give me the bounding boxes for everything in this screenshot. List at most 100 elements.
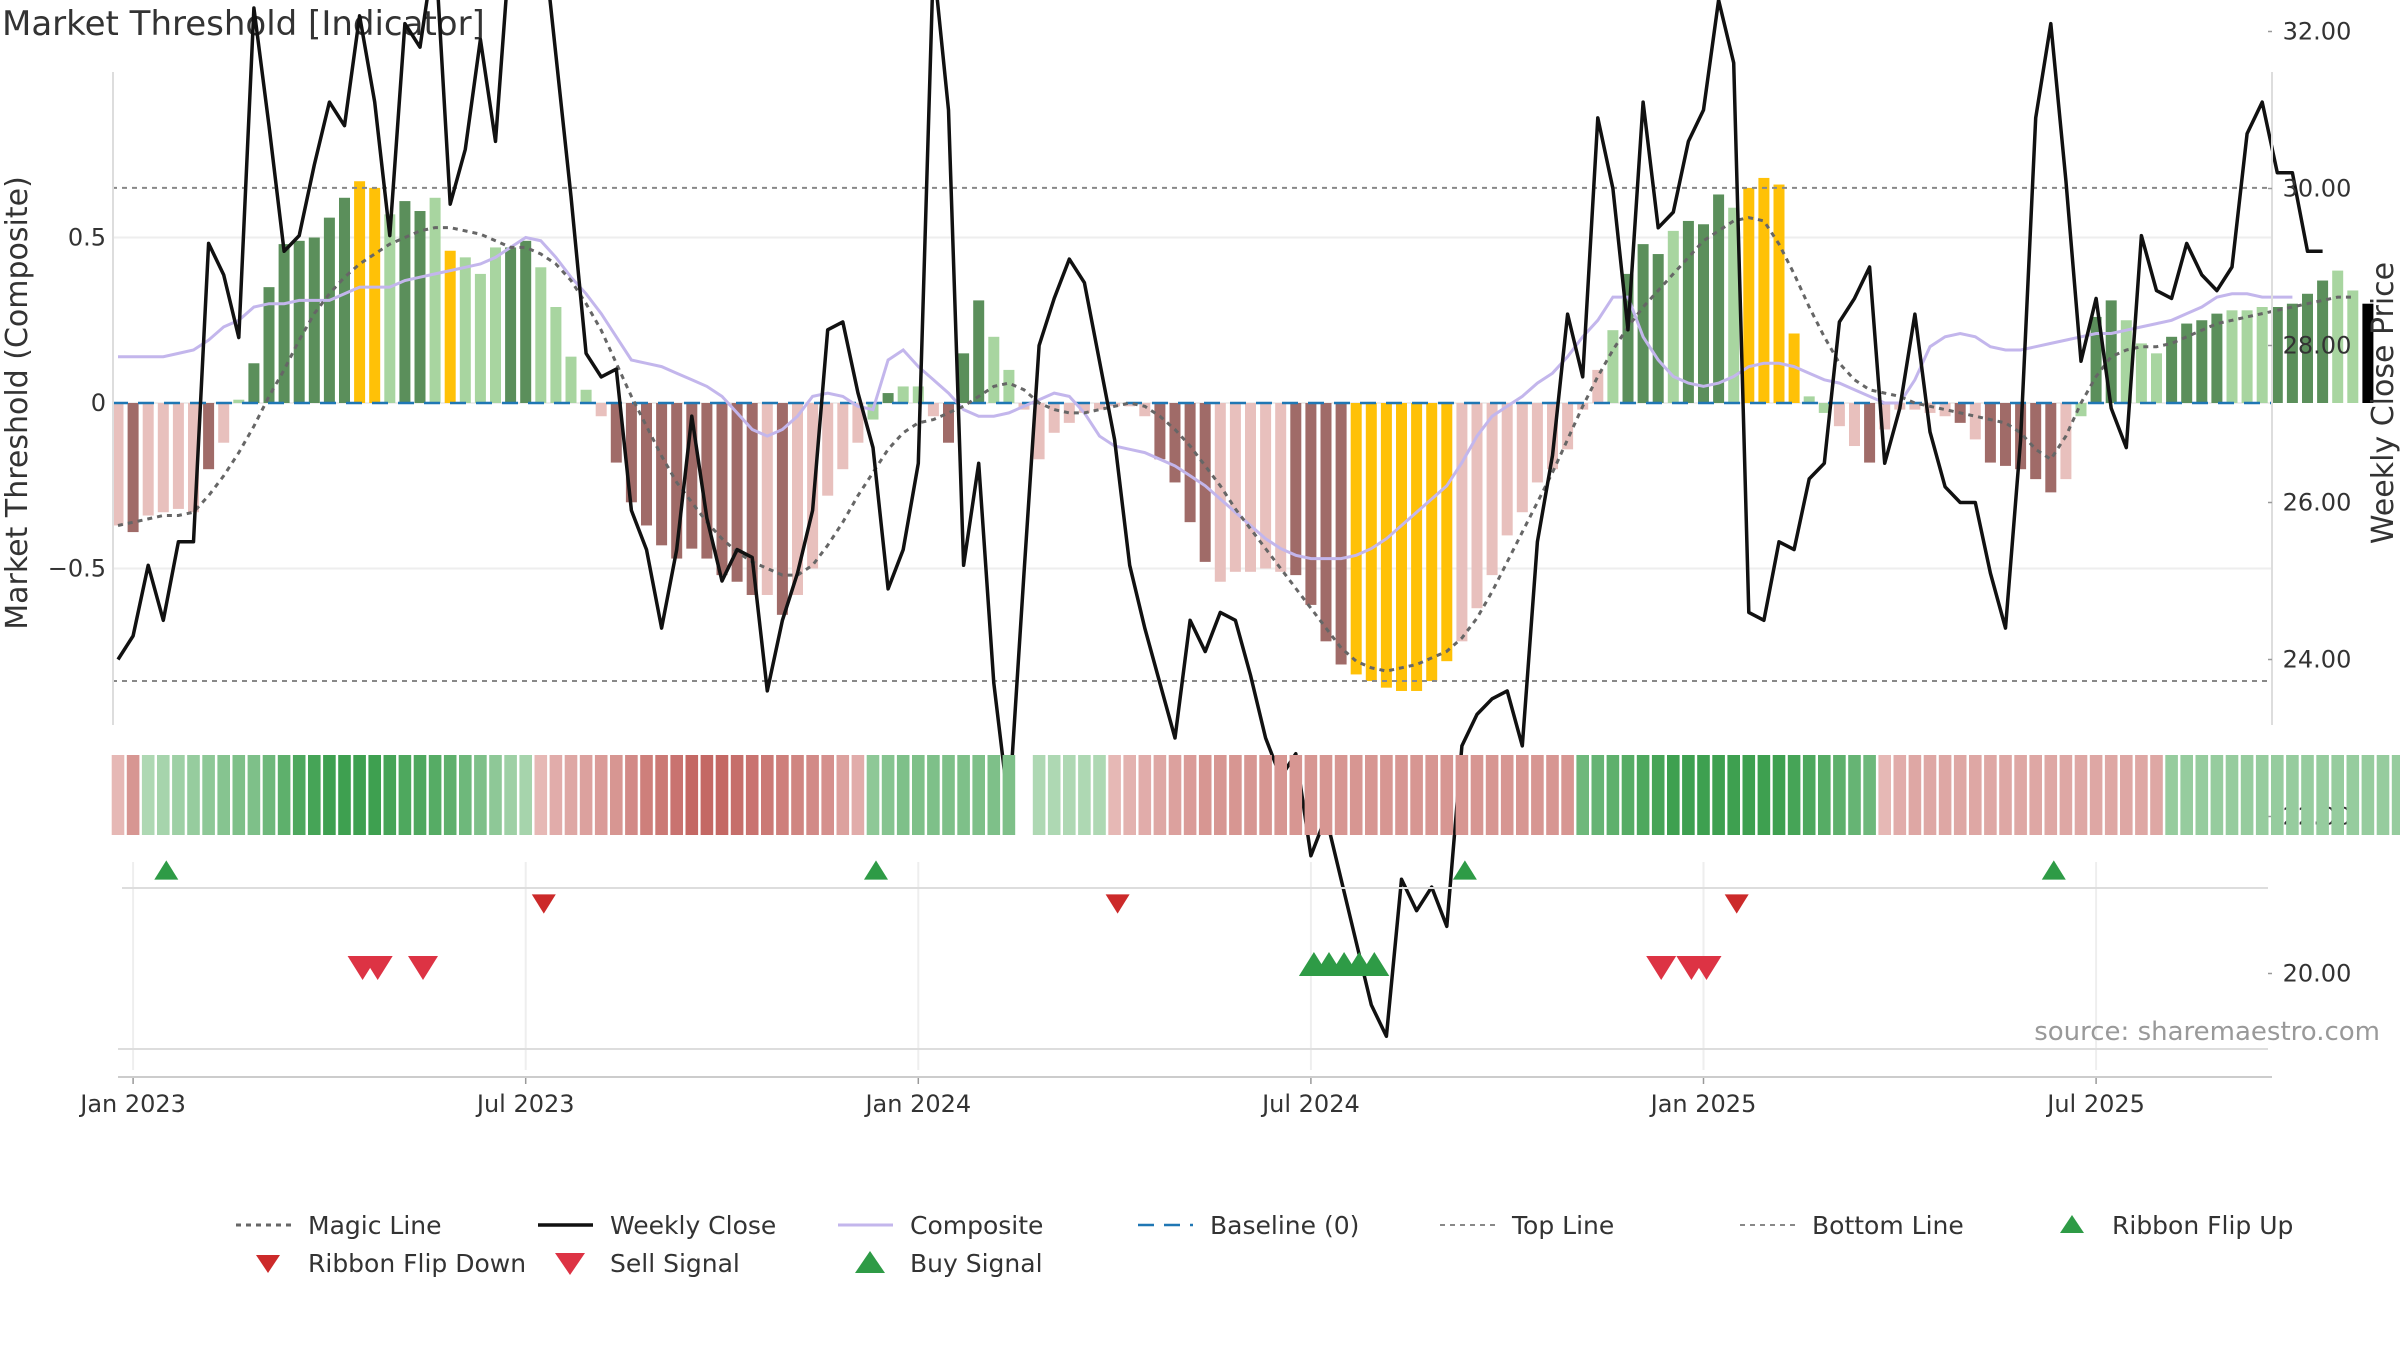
ribbon-flip-up-marker bbox=[2041, 860, 2066, 880]
legend-label: Ribbon Flip Up bbox=[2112, 1211, 2293, 1240]
y-tick-label-right: 32.00 bbox=[2275, 18, 2351, 46]
composite-bar bbox=[2347, 290, 2359, 403]
composite-bar bbox=[1592, 369, 1604, 403]
composite-bar bbox=[1441, 403, 1453, 662]
ribbon-flip-up-marker bbox=[864, 860, 888, 880]
composite-bar bbox=[1652, 254, 1664, 403]
composite-bar bbox=[686, 403, 698, 549]
x-tick-label: Jul 2025 bbox=[2045, 1090, 2145, 1118]
legend-item-top: Top Line bbox=[1440, 1211, 1614, 1240]
composite-bar bbox=[1864, 403, 1876, 463]
composite-bar bbox=[520, 240, 532, 403]
legend: Magic Line Weekly Close Composite Baseline … bbox=[236, 1211, 2293, 1278]
y-tick-label-right: 28.00 bbox=[2275, 332, 2351, 360]
ribbon-cell bbox=[1138, 755, 1152, 835]
ribbon-cell bbox=[292, 755, 306, 835]
y-tick-label: 0 bbox=[91, 389, 106, 417]
ribbon-cell bbox=[836, 755, 850, 835]
ribbon-cell bbox=[141, 755, 155, 835]
ribbon-cell bbox=[2331, 755, 2344, 835]
composite-bar bbox=[1501, 403, 1513, 536]
composite-bar bbox=[656, 403, 668, 546]
composite-bar bbox=[1939, 403, 1951, 417]
composite-bar bbox=[2060, 403, 2072, 480]
composite-bar bbox=[2332, 270, 2344, 403]
composite-bar bbox=[2196, 320, 2208, 403]
ribbon-cell bbox=[1183, 755, 1197, 835]
composite-bar bbox=[1426, 403, 1438, 682]
composite-bar bbox=[459, 257, 471, 403]
ribbon-cell bbox=[1561, 755, 1574, 835]
composite-bar bbox=[1320, 403, 1332, 642]
ribbon-cell bbox=[1259, 755, 1272, 835]
ribbon-cell bbox=[1349, 755, 1363, 835]
composite-bar bbox=[822, 403, 834, 496]
ribbon-cell bbox=[1742, 755, 1756, 835]
composite-bar bbox=[2135, 343, 2147, 403]
composite-bar bbox=[1335, 403, 1347, 665]
legend-swatch bbox=[2060, 1215, 2084, 1233]
ribbon-cell bbox=[126, 755, 140, 835]
ribbon-cell bbox=[791, 755, 804, 835]
composite-bar bbox=[550, 307, 562, 403]
legend-label: Weekly Close bbox=[610, 1211, 776, 1240]
ribbon-cell bbox=[413, 755, 427, 835]
composite-bar bbox=[716, 403, 728, 576]
signal-panels bbox=[118, 860, 2272, 1078]
ribbon-cell bbox=[534, 755, 548, 835]
ribbon-cell bbox=[398, 755, 412, 835]
ribbon-cell bbox=[172, 755, 185, 835]
ribbon-cell bbox=[1410, 755, 1423, 835]
ribbon-cell bbox=[1063, 755, 1076, 835]
ribbon-cell bbox=[2059, 755, 2073, 835]
ribbon-cell bbox=[745, 755, 759, 835]
sell-signal-marker bbox=[1646, 956, 1677, 980]
ribbon-cell bbox=[1576, 755, 1589, 835]
ribbon-cell bbox=[1470, 755, 1484, 835]
ribbon-cell bbox=[1848, 755, 1861, 835]
ribbon-cell bbox=[2029, 755, 2042, 835]
composite-bar bbox=[1833, 403, 1845, 427]
ribbon-flip-down-marker bbox=[1105, 894, 1130, 914]
composite-bar bbox=[1380, 403, 1392, 688]
composite-bar bbox=[1245, 403, 1256, 572]
composite-bar bbox=[1350, 403, 1362, 675]
ribbon-cell bbox=[1757, 755, 1771, 835]
ribbon-cell bbox=[1667, 755, 1680, 835]
ribbon-cell bbox=[670, 755, 683, 835]
composite-bar bbox=[1667, 230, 1679, 403]
legend-item-composite: Composite bbox=[838, 1211, 1043, 1240]
composite-bar bbox=[369, 187, 381, 403]
composite-bar bbox=[1033, 403, 1045, 460]
y-tick-label: 0.5 bbox=[68, 224, 106, 252]
composite-bar bbox=[293, 240, 305, 403]
legend-label: Sell Signal bbox=[610, 1249, 740, 1278]
composite-bar bbox=[973, 300, 985, 403]
composite-bar bbox=[1290, 403, 1302, 576]
ribbon-cell bbox=[202, 755, 215, 835]
legend-item-close: Weekly Close bbox=[538, 1211, 776, 1240]
composite-bar bbox=[203, 403, 215, 470]
composite-bar bbox=[2181, 323, 2193, 403]
ribbon-cell bbox=[972, 755, 985, 835]
composite-bar bbox=[2166, 336, 2178, 403]
ribbon-cell bbox=[776, 755, 789, 835]
legend-label: Baseline (0) bbox=[1210, 1211, 1359, 1240]
x-tick-label: Jan 2023 bbox=[78, 1090, 186, 1118]
ribbon-cell bbox=[2240, 755, 2254, 835]
y-tick-label: −0.5 bbox=[48, 555, 106, 583]
y-tick-label-right: 24.00 bbox=[2275, 646, 2351, 674]
legend-label: Bottom Line bbox=[1812, 1211, 1964, 1240]
composite-bar bbox=[1682, 220, 1694, 403]
ribbon-cell bbox=[2150, 755, 2163, 835]
composite-bar bbox=[248, 363, 260, 403]
y-axis-label: Market Threshold (Composite) bbox=[0, 176, 35, 630]
composite-bar bbox=[1607, 330, 1619, 403]
composite-bar bbox=[354, 181, 366, 403]
composite-bar bbox=[112, 403, 124, 526]
x-tick-label: Jan 2025 bbox=[1649, 1090, 1757, 1118]
ribbon-cell bbox=[1289, 755, 1303, 835]
composite-bar bbox=[127, 403, 139, 533]
x-tick-label: Jan 2024 bbox=[863, 1090, 971, 1118]
ribbon-flip-down-marker bbox=[1724, 894, 1749, 914]
